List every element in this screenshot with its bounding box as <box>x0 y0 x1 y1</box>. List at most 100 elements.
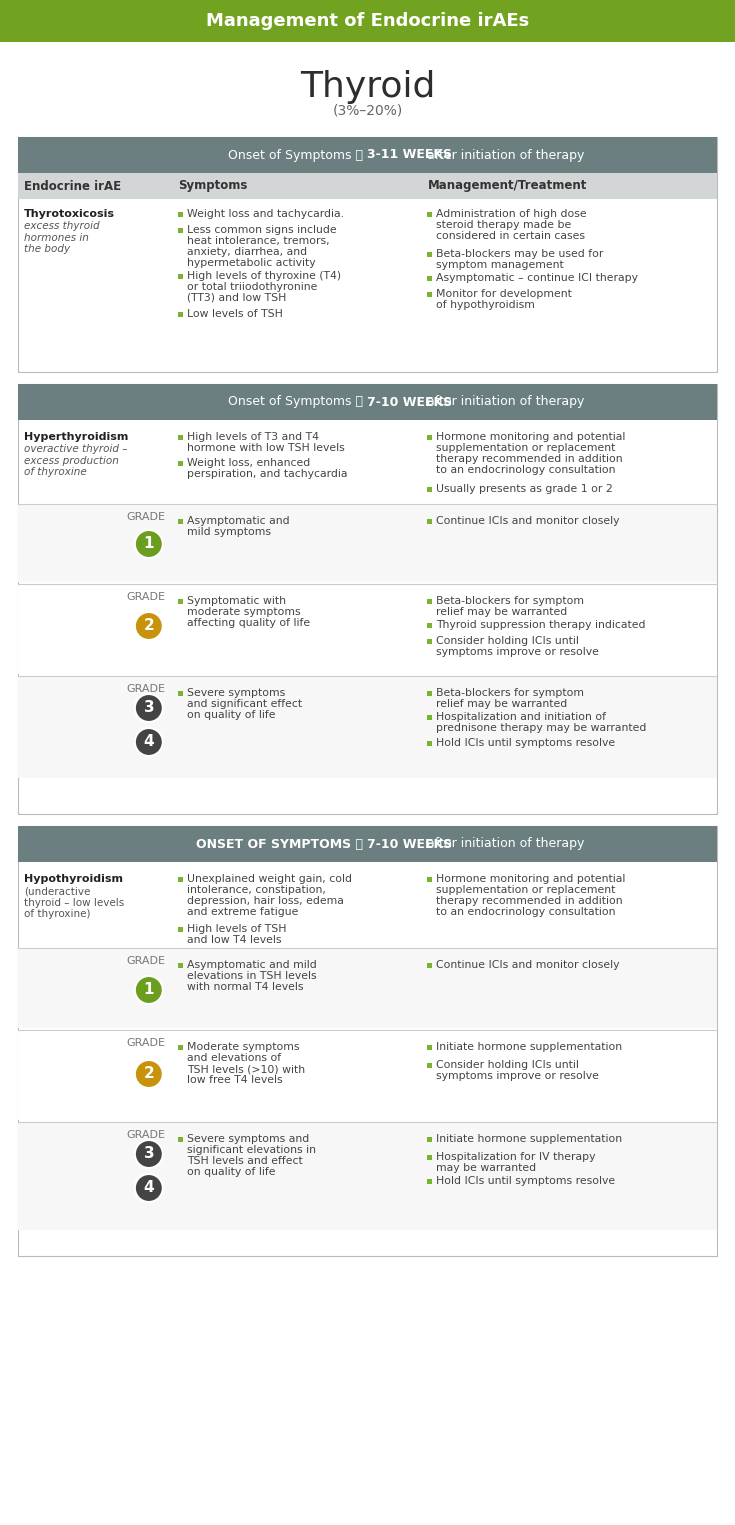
Bar <box>428 435 432 441</box>
Text: Onset of Symptoms ⏱: Onset of Symptoms ⏱ <box>229 148 368 162</box>
Bar <box>178 927 183 932</box>
Text: 3: 3 <box>143 700 154 715</box>
Bar <box>178 229 183 233</box>
Text: 7-10 WEEKS: 7-10 WEEKS <box>368 837 453 851</box>
Text: mild symptoms: mild symptoms <box>187 528 270 537</box>
Text: Initiate hormone supplementation: Initiate hormone supplementation <box>437 1042 623 1052</box>
Text: Endocrine irAE: Endocrine irAE <box>24 180 121 192</box>
Text: Symptomatic with: Symptomatic with <box>187 596 286 605</box>
Bar <box>18 137 717 172</box>
Text: Severe symptoms and: Severe symptoms and <box>187 1135 309 1144</box>
Bar <box>428 252 432 258</box>
Text: Symptoms: Symptoms <box>178 180 247 192</box>
Text: Less common signs include: Less common signs include <box>187 226 337 235</box>
Bar <box>428 291 432 297</box>
Bar <box>428 624 432 628</box>
Text: Usually presents as grade 1 or 2: Usually presents as grade 1 or 2 <box>437 483 613 494</box>
Text: Hospitalization for IV therapy: Hospitalization for IV therapy <box>437 1151 596 1162</box>
Text: (3%–20%): (3%–20%) <box>332 104 403 117</box>
Text: perspiration, and tachycardia: perspiration, and tachycardia <box>187 470 347 479</box>
Text: on quality of life: on quality of life <box>187 1167 276 1177</box>
Text: excess thyroid
hormones in
the body: excess thyroid hormones in the body <box>24 221 100 255</box>
Circle shape <box>135 694 163 721</box>
Text: TSH levels (>10) with: TSH levels (>10) with <box>187 1064 305 1074</box>
Text: Hormone monitoring and potential: Hormone monitoring and potential <box>437 432 625 442</box>
Text: relief may be warranted: relief may be warranted <box>437 698 567 709</box>
Text: supplementation or replacement: supplementation or replacement <box>437 442 616 453</box>
Bar <box>428 276 432 281</box>
Text: with normal T4 levels: with normal T4 levels <box>187 982 304 991</box>
Text: may be warranted: may be warranted <box>437 1164 537 1173</box>
Text: 3: 3 <box>143 1147 154 1162</box>
Text: depression, hair loss, edema: depression, hair loss, edema <box>187 897 344 906</box>
Text: Severe symptoms: Severe symptoms <box>187 688 285 698</box>
Text: Weight loss and tachycardia.: Weight loss and tachycardia. <box>187 209 344 220</box>
Bar <box>178 1138 183 1142</box>
Text: Continue ICIs and monitor closely: Continue ICIs and monitor closely <box>437 515 620 526</box>
Text: Asymptomatic and: Asymptomatic and <box>187 515 290 526</box>
Bar <box>178 212 183 217</box>
Text: Hold ICIs until symptoms resolve: Hold ICIs until symptoms resolve <box>437 1176 615 1186</box>
Text: Weight loss, enhanced: Weight loss, enhanced <box>187 458 310 468</box>
Text: Asymptomatic and mild: Asymptomatic and mild <box>187 961 317 970</box>
Text: Hypothyroidism: Hypothyroidism <box>24 874 123 884</box>
Text: and significant effect: and significant effect <box>187 698 302 709</box>
Text: GRADE: GRADE <box>127 1130 166 1141</box>
Bar <box>178 274 183 279</box>
Text: Unexplained weight gain, cold: Unexplained weight gain, cold <box>187 874 352 884</box>
Bar <box>18 827 717 1257</box>
Text: Monitor for development: Monitor for development <box>437 290 573 299</box>
Bar <box>18 1029 717 1119</box>
Bar <box>428 639 432 644</box>
Text: considered in certain cases: considered in certain cases <box>437 230 585 241</box>
Text: Moderate symptoms: Moderate symptoms <box>187 1042 299 1052</box>
Text: and elevations of: and elevations of <box>187 1052 281 1063</box>
Bar <box>428 715 432 720</box>
Bar <box>18 584 717 674</box>
Text: elevations in TSH levels: elevations in TSH levels <box>187 971 316 981</box>
Text: steroid therapy made be: steroid therapy made be <box>437 220 572 230</box>
Text: GRADE: GRADE <box>127 592 166 602</box>
Text: High levels of T3 and T4: High levels of T3 and T4 <box>187 432 319 442</box>
Text: after initiation of therapy: after initiation of therapy <box>423 395 585 409</box>
Text: symptoms improve or resolve: symptoms improve or resolve <box>437 1071 599 1081</box>
Bar <box>428 599 432 604</box>
Text: after initiation of therapy: after initiation of therapy <box>423 148 585 162</box>
Bar <box>178 599 183 604</box>
Text: hormone with low TSH levels: hormone with low TSH levels <box>187 442 345 453</box>
Bar <box>428 962 432 968</box>
Text: 4: 4 <box>143 735 154 749</box>
Circle shape <box>135 727 163 756</box>
Bar <box>428 1179 432 1183</box>
Text: Beta-blockers for symptom: Beta-blockers for symptom <box>437 688 584 698</box>
Text: or total triiodothyronine: or total triiodothyronine <box>187 282 318 291</box>
Bar <box>428 486 432 493</box>
Bar <box>18 137 717 372</box>
Text: and extreme fatigue: and extreme fatigue <box>187 907 298 917</box>
Bar <box>178 313 183 317</box>
Bar <box>428 518 432 525</box>
Text: Onset of Symptoms ⏱: Onset of Symptoms ⏱ <box>229 395 368 409</box>
Bar <box>428 212 432 217</box>
Bar <box>178 962 183 968</box>
Bar <box>18 827 717 862</box>
Text: and low T4 levels: and low T4 levels <box>187 935 282 945</box>
Text: Beta-blockers for symptom: Beta-blockers for symptom <box>437 596 584 605</box>
Circle shape <box>135 1174 163 1202</box>
Text: Hold ICIs until symptoms resolve: Hold ICIs until symptoms resolve <box>437 738 615 747</box>
Text: GRADE: GRADE <box>127 956 166 965</box>
Text: Thyroid: Thyroid <box>300 70 435 104</box>
Text: Thyrotoxicosis: Thyrotoxicosis <box>24 209 115 220</box>
Bar <box>18 172 717 198</box>
Text: heat intolerance, tremors,: heat intolerance, tremors, <box>187 236 329 246</box>
Bar <box>18 676 717 778</box>
Text: Hospitalization and initiation of: Hospitalization and initiation of <box>437 712 606 721</box>
Bar <box>428 877 432 881</box>
Circle shape <box>135 1141 163 1168</box>
Text: GRADE: GRADE <box>127 512 166 522</box>
Text: significant elevations in: significant elevations in <box>187 1145 316 1154</box>
Text: 7-10 WEEKS: 7-10 WEEKS <box>368 395 453 409</box>
Text: overactive thyroid –
excess production
of thyroxine: overactive thyroid – excess production o… <box>24 444 127 477</box>
Bar <box>18 949 717 1028</box>
Bar <box>18 384 717 814</box>
